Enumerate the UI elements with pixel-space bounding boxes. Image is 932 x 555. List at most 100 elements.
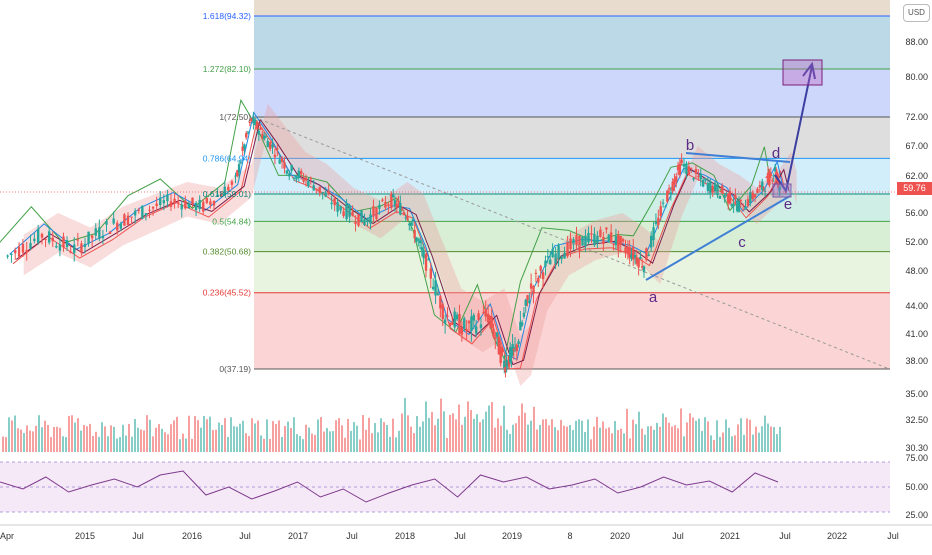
volume-bar <box>473 418 475 452</box>
candle-body <box>304 177 308 181</box>
volume-bar <box>236 426 238 452</box>
volume-bar <box>623 433 625 452</box>
candle-body <box>144 213 148 216</box>
candle-body <box>635 257 639 264</box>
candle-body <box>495 332 499 337</box>
candle-body <box>699 173 702 180</box>
candle-body <box>666 190 669 202</box>
candle-body <box>756 188 759 193</box>
candle-body <box>732 204 735 206</box>
candle-body <box>402 212 406 215</box>
candle-body <box>366 218 369 223</box>
volume-bar <box>41 427 43 452</box>
candle-body <box>55 245 58 248</box>
volume-bar <box>272 421 274 452</box>
candle-body <box>424 253 428 271</box>
volume-bar <box>11 420 13 452</box>
volume-bar <box>755 426 757 452</box>
candle-body <box>605 227 608 230</box>
candle-body <box>411 219 415 222</box>
candle-body <box>504 367 507 373</box>
volume-bar <box>749 419 751 452</box>
volume-bar <box>383 422 385 452</box>
volume-bar <box>614 421 616 452</box>
candle-body <box>578 235 581 251</box>
volume-bar <box>521 403 523 452</box>
volume-bar <box>368 417 370 452</box>
candle-body <box>727 193 730 204</box>
candle-body <box>630 254 633 259</box>
volume-bar <box>362 415 364 452</box>
candle-body <box>187 203 191 209</box>
candle-body <box>512 348 516 350</box>
candle-body <box>628 246 631 258</box>
volume-bar <box>92 436 94 452</box>
price-axis-tick-label: 80.00 <box>905 72 928 82</box>
volume-bar <box>179 439 181 452</box>
candle-body <box>62 236 65 248</box>
candle-body <box>682 163 686 167</box>
candle-body <box>427 259 430 261</box>
volume-bar <box>233 426 235 452</box>
volume-bar <box>119 437 121 452</box>
volume-bar <box>770 426 772 452</box>
candle-body <box>105 221 108 225</box>
candle-body <box>661 202 665 204</box>
candle-body <box>248 121 252 124</box>
volume-bar <box>173 420 175 452</box>
candle-body <box>261 134 264 139</box>
candle-body <box>725 193 728 195</box>
candle-body <box>680 159 683 164</box>
candle-body <box>730 204 733 207</box>
volume-bar <box>428 417 430 452</box>
time-axis-tick-label: Jul <box>454 531 466 541</box>
candle-body <box>302 178 305 182</box>
candle-body <box>141 205 144 219</box>
candle-body <box>664 206 667 208</box>
volume-bar <box>245 433 247 452</box>
candle-body <box>614 235 618 246</box>
volume-bar <box>101 422 103 452</box>
currency-badge[interactable]: USD <box>903 4 930 22</box>
volume-bar <box>398 430 400 452</box>
time-axis-tick-label: Jul <box>887 531 899 541</box>
time-axis-tick-label: Apr <box>0 531 14 541</box>
volume-bar <box>74 422 76 452</box>
volume-bar <box>191 438 193 452</box>
volume-bar <box>752 434 754 452</box>
candle-body <box>123 214 126 226</box>
volume-bar <box>713 439 715 452</box>
volume-bar <box>671 426 673 452</box>
candle-body <box>257 130 260 135</box>
volume-bar <box>143 430 145 452</box>
volume-bar <box>326 428 328 452</box>
candle-body <box>44 238 47 240</box>
candle-body <box>126 215 130 226</box>
candle-body <box>384 201 387 208</box>
candle-body <box>560 256 563 260</box>
volume-bar <box>566 426 568 452</box>
candle-body <box>709 181 712 193</box>
candle-body <box>537 277 540 283</box>
candle-body <box>584 235 587 247</box>
time-axis-tick-label: 2021 <box>720 531 740 541</box>
candle-body <box>354 221 357 224</box>
volume-bar <box>131 436 133 452</box>
volume-bar <box>638 411 640 452</box>
volume-bar <box>104 426 106 452</box>
volume-bar <box>701 431 703 452</box>
candle-body <box>503 360 506 369</box>
candle-body <box>557 245 560 259</box>
volume-bar <box>773 427 775 452</box>
candle-body <box>657 217 660 226</box>
last-price-tag: 59.76 <box>897 182 932 195</box>
volume-bar <box>635 424 637 452</box>
volume-bar <box>629 438 631 452</box>
candle-body <box>744 206 747 210</box>
volume-bar <box>350 430 352 452</box>
candle-body <box>647 254 650 256</box>
volume-bar <box>56 426 58 452</box>
volume-bar <box>689 413 691 452</box>
